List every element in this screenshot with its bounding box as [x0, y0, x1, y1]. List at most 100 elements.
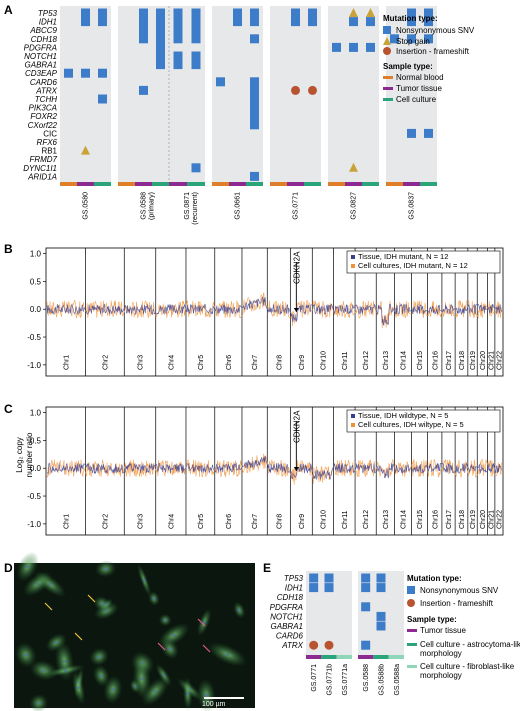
e-legend-mutation-title: Mutation type:	[407, 574, 462, 583]
mutation-mark-frameshift	[308, 85, 317, 95]
e-mutation-mark-snv	[361, 602, 371, 612]
mutation-mark-snv	[233, 17, 242, 27]
chromosome-label: Chr7	[252, 355, 259, 370]
y-tick-label: -0.5	[27, 333, 41, 342]
gene-label: PIK3CA	[29, 104, 57, 113]
mutation-mark-snv	[139, 17, 148, 27]
legend-snv-square	[383, 26, 391, 34]
mutation-mark-snv	[250, 111, 259, 121]
mutation-mark-snv	[98, 8, 107, 18]
panel-b-cnv-plot: 1.0 0.5 0.0 -0.5 -1.0 Chr1 Chr2 Chr3 Chr4 Chr5 Chr…	[27, 247, 504, 377]
cell-nucleus	[103, 566, 109, 571]
arrow-icon	[157, 642, 166, 651]
cnv-plot-frame	[45, 247, 504, 377]
cell-nucleus	[36, 701, 42, 706]
cell-nucleus	[41, 668, 47, 673]
e-legend-sample-title: Sample type:	[407, 615, 457, 624]
e-gene-label: CDH18	[277, 593, 304, 602]
mutation-mark-snv	[156, 51, 165, 61]
mutation-mark-snv	[156, 60, 165, 70]
sample-type-bar-culture	[362, 182, 379, 186]
series-line-cell-cultures	[46, 453, 502, 485]
cdkn2a-label: CDKN2A	[292, 251, 301, 284]
mutation-mark-snv	[250, 8, 259, 18]
cell-nucleus	[203, 693, 209, 698]
chromosome-label: Chr16	[432, 510, 439, 529]
mutation-mark-snv	[98, 94, 107, 104]
mutation-mark-snv	[424, 8, 433, 18]
e-mutation-mark-snv	[376, 573, 386, 583]
y-tick-label: -1.0	[27, 520, 41, 529]
chromosome-label: Chr4	[168, 514, 175, 529]
gene-label: CXorf22	[28, 121, 58, 130]
panel-e-legend: Mutation type: Nonsynonymous SNV Inserti…	[407, 574, 520, 680]
e-sample-label: GS.0771	[311, 664, 318, 692]
panel-label-c: C	[4, 402, 13, 416]
chromosome-label: Chr17	[446, 510, 453, 529]
panel-label-b: B	[4, 242, 13, 256]
sample-label: GS.0588(primary)	[141, 192, 156, 220]
mutation-mark-snv	[173, 51, 183, 61]
chromosome-label: Chr2	[102, 355, 109, 370]
sample-type-bar-culture	[246, 182, 263, 186]
mutation-mark-snv	[64, 68, 73, 78]
cell-nucleus	[25, 564, 31, 569]
e-sample-type-bar	[321, 655, 337, 659]
e-gene-label: NOTCH1	[270, 612, 303, 621]
y-tick-label: 1.0	[30, 409, 42, 418]
sample-type-bar-normal	[60, 182, 77, 186]
chromosome-label: Chr2	[102, 514, 109, 529]
cell-nucleus	[96, 654, 102, 659]
legend-stop-triangle	[383, 37, 391, 45]
arrow-icon	[197, 618, 206, 627]
gene-label: ATRX	[35, 86, 57, 95]
cnv-legend-swatch	[351, 255, 355, 259]
chromosome-label: Chr3	[138, 355, 145, 370]
e-sample-type-bar	[358, 655, 374, 659]
sample-type-bar-tumor	[77, 182, 94, 186]
panel-label-e: E	[263, 561, 271, 575]
sample-type-bar-normal	[328, 182, 345, 186]
e-legend-fibro-label: Cell culture - fibroblast-like morphology	[420, 662, 515, 680]
gene-label: PDGFRA	[24, 43, 57, 52]
cell-nucleus	[162, 618, 168, 623]
cell-nucleus	[99, 601, 105, 606]
chromosome-label: Chr3	[138, 514, 145, 529]
mutation-mark-snv	[407, 128, 416, 138]
gene-label: DYNC1I1	[23, 164, 57, 173]
chromosome-label: Chr9	[299, 355, 306, 370]
mutation-mark-snv	[407, 8, 416, 18]
e-gene-label: CARD6	[276, 632, 304, 641]
cell-nucleus	[110, 687, 116, 692]
e-gene-label: IDH1	[285, 584, 303, 593]
gene-label: ABCC9	[29, 26, 57, 35]
sample-label: GS.0837	[409, 192, 416, 220]
e-mutation-mark-snv	[361, 573, 371, 583]
gene-label: RB1	[41, 147, 57, 156]
chromosome-label: Chr19	[470, 351, 477, 370]
panel-c-cnv-plot: 1.0 0.5 0.0 -0.5 -1.0 Chr1 Chr2 Chr3 Chr4 Chr5 Chr…	[27, 406, 503, 536]
cell-nucleus	[152, 689, 158, 694]
e-gene-label: TP53	[284, 574, 304, 583]
e-sample-label: GS.0771a	[342, 664, 349, 696]
chromosome-label: Chr7	[252, 514, 259, 529]
cnv-legend-label: Tissue, IDH mutant, N = 12	[358, 252, 448, 261]
chromosome-label: Chr15	[417, 351, 424, 370]
legend-tumor-label: Tumor tissue	[396, 84, 442, 93]
mutation-mark-snv	[81, 68, 90, 78]
mutation-mark-snv	[424, 34, 433, 44]
mutation-mark-frameshift	[291, 85, 300, 95]
cell-nucleus	[53, 640, 59, 645]
cell-nucleus	[171, 633, 177, 638]
gene-label: FOXR2	[30, 112, 57, 121]
legend-mutation-title: Mutation type:	[383, 14, 438, 23]
mutation-mark-snv	[349, 17, 358, 27]
y-tick-label: 0.5	[30, 277, 42, 286]
arrow-icon	[44, 602, 53, 611]
gene-label: CD3EAP	[25, 69, 58, 78]
chromosome-label: Chr18	[459, 510, 466, 529]
cell-nucleus	[23, 652, 29, 657]
chromosome-label: Chr15	[417, 510, 424, 529]
mutation-mark-stop	[81, 145, 90, 155]
e-mutation-mark-snv	[361, 583, 371, 593]
